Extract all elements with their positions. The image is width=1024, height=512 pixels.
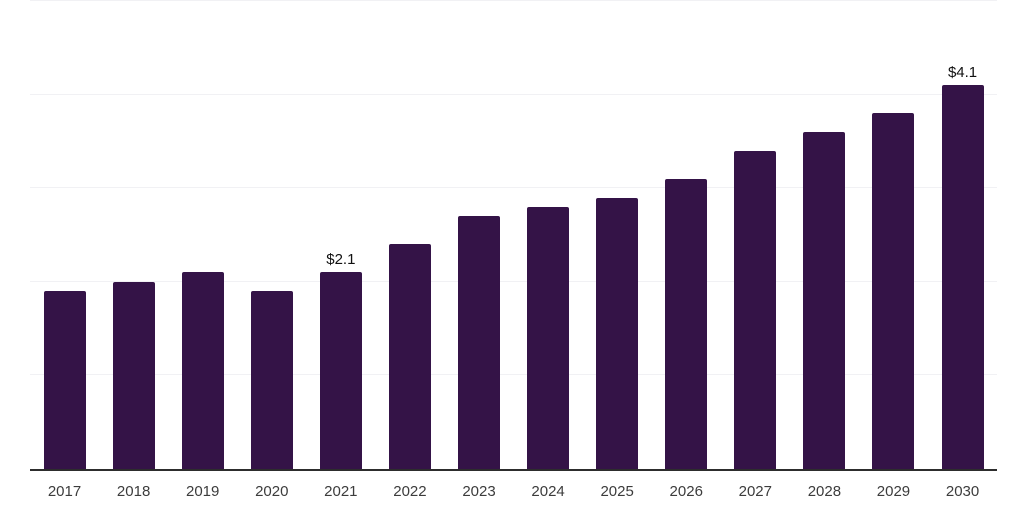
bar-slot-2024 <box>514 1 583 469</box>
bar-value-label-2021: $2.1 <box>326 251 356 269</box>
bar-slot-2028 <box>790 1 859 469</box>
gridline-y-3 <box>30 187 997 189</box>
gridline-y-1 <box>30 374 997 376</box>
bar-2028 <box>803 132 846 469</box>
bar-2029 <box>872 113 915 469</box>
x-tick-label-2022: 2022 <box>393 483 427 500</box>
x-tick-label-2019: 2019 <box>186 483 220 500</box>
bar-2022 <box>388 244 431 469</box>
bar-2025 <box>596 197 639 469</box>
bar-slot-2022 <box>375 1 444 469</box>
bar-2023 <box>458 216 500 469</box>
bar-slot-2029 <box>859 1 928 469</box>
bar-slot-2020 <box>237 1 306 469</box>
x-axis-tick-labels: 2017 2018 2019 2020 2021 2022 2023 2024 2025 2026… <box>30 483 997 501</box>
bars-container: $2.1 $4.1 <box>30 1 997 469</box>
x-tick-label-2023: 2023 <box>462 483 496 500</box>
bar-2018 <box>112 281 155 469</box>
bar-slot-2021: $2.1 <box>306 1 375 469</box>
gridline-y-5 <box>30 0 997 1</box>
bar-slot-2023 <box>444 1 513 469</box>
bar-slot-2026 <box>652 1 721 469</box>
x-tick-label-2024: 2024 <box>531 483 565 500</box>
gridline-y-2 <box>30 280 997 282</box>
bar-2024 <box>527 206 570 469</box>
x-tick-label-2030: 2030 <box>945 483 980 500</box>
gridline-y-4 <box>30 93 997 95</box>
bar-2017 <box>43 291 86 469</box>
bar-2019 <box>181 272 224 469</box>
bar-2020 <box>250 291 293 469</box>
plot-area: $2.1 $4.1 <box>30 0 997 471</box>
bar-2027 <box>734 150 777 469</box>
bar-2021 <box>319 272 362 469</box>
bar-2030 <box>941 85 984 469</box>
x-tick-label-2017: 2017 <box>47 483 82 500</box>
bar-slot-2018 <box>99 1 168 469</box>
bar-slot-2017 <box>30 1 99 469</box>
x-tick-label-2018: 2018 <box>116 483 151 500</box>
x-tick-label-2029: 2029 <box>876 483 911 500</box>
x-tick-label-2028: 2028 <box>807 483 842 500</box>
x-tick-label-2021: 2021 <box>324 483 358 500</box>
bar-2026 <box>665 178 708 469</box>
x-tick-label-2027: 2027 <box>738 483 772 500</box>
bar-slot-2025 <box>583 1 652 469</box>
bar-value-label-2030: $4.1 <box>947 64 978 82</box>
bar-slot-2027 <box>721 1 790 469</box>
bar-slot-2019 <box>168 1 237 469</box>
x-tick-label-2026: 2026 <box>669 483 703 500</box>
x-tick-label-2025: 2025 <box>600 483 634 500</box>
x-tick-label-2020: 2020 <box>255 483 289 500</box>
bar-slot-2030: $4.1 <box>928 1 997 469</box>
